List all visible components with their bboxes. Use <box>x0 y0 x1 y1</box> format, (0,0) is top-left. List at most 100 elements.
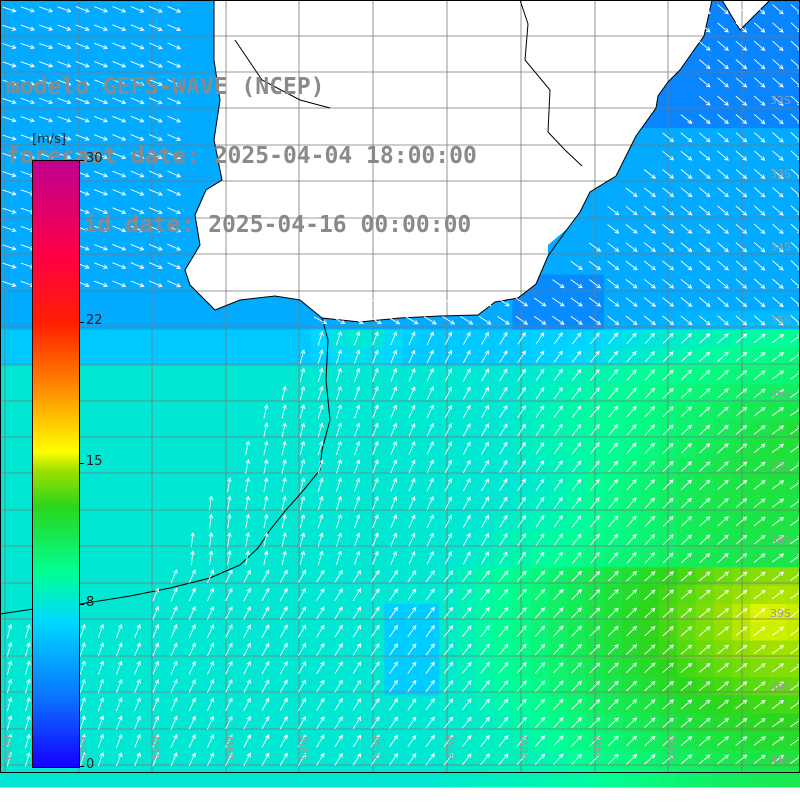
latitude-label: 40S <box>770 680 791 693</box>
wind-speed-cell <box>183 512 202 531</box>
wind-speed-cell <box>238 384 257 403</box>
wind-speed-cell <box>677 92 696 111</box>
wind-speed-cell <box>183 458 202 477</box>
wind-speed-cell <box>787 201 800 220</box>
wind-speed-cell <box>787 641 800 660</box>
wind-speed-cell <box>183 0 202 19</box>
wind-speed-cell <box>128 366 147 385</box>
latitude-label: 32S <box>770 94 791 107</box>
wind-speed-cell <box>183 439 202 458</box>
colorbar-tick-label: 0 <box>86 757 94 772</box>
wind-speed-cell <box>238 329 257 348</box>
wind-speed-cell <box>787 110 800 129</box>
wind-speed-cell <box>787 275 800 294</box>
longitude-label: 54W <box>223 735 236 760</box>
wind-speed-cell <box>146 769 165 788</box>
unit-label: [m/s] <box>32 132 66 147</box>
wind-speed-cell <box>220 769 239 788</box>
colorbar-tick-label: 15 <box>86 454 103 469</box>
wind-speed-cell <box>220 439 239 458</box>
wind-speed-cell <box>512 769 531 788</box>
latitude-label: 41S <box>770 754 791 767</box>
latitude-label: 37S <box>770 461 791 474</box>
latitude-label: 36S <box>770 387 791 400</box>
wind-speed-cell <box>787 329 800 348</box>
wind-speed-cell <box>787 695 800 714</box>
wind-speed-cell <box>128 384 147 403</box>
wind-speed-cell <box>201 329 220 348</box>
wind-speed-cell <box>293 329 312 348</box>
longitude-label: 48W <box>444 735 457 760</box>
wind-speed-cell <box>787 220 800 239</box>
wind-speed-cell <box>787 366 800 385</box>
wind-speed-cell <box>128 403 147 422</box>
wind-speed-cell <box>201 384 220 403</box>
wind-speed-cell <box>622 769 641 788</box>
wind-speed-cell <box>311 769 330 788</box>
longitude-label: 50W <box>371 735 384 760</box>
wind-speed-cell <box>183 769 202 788</box>
wind-speed-cell <box>201 439 220 458</box>
wind-speed-cell <box>275 329 294 348</box>
wind-speed-cell <box>641 769 660 788</box>
wind-speed-cell <box>146 366 165 385</box>
wind-speed-cell <box>421 769 440 788</box>
latitude-label: 33S <box>770 167 791 180</box>
colorbar-tick <box>79 160 84 161</box>
wind-speed-cell <box>256 384 275 403</box>
wind-speed-cell <box>201 458 220 477</box>
wind-speed-cell <box>165 512 184 531</box>
colorbar-tick <box>79 463 84 464</box>
wind-speed-cell <box>220 329 239 348</box>
wind-speed-cell <box>384 769 403 788</box>
wind-speed-cell <box>293 769 312 788</box>
wind-speed-cell <box>128 512 147 531</box>
wind-speed-cell <box>275 366 294 385</box>
colorbar <box>32 160 80 768</box>
wind-speed-cell <box>604 769 623 788</box>
wind-speed-cell <box>494 769 513 788</box>
wind-speed-cell <box>787 55 800 74</box>
wind-speed-cell <box>458 769 477 788</box>
wind-speed-cell <box>787 586 800 605</box>
wind-speed-cell <box>256 329 275 348</box>
wind-speed-cell <box>146 293 165 312</box>
colorbar-tick-label: 8 <box>86 595 94 610</box>
wind-speed-cell <box>146 439 165 458</box>
wind-speed-cell <box>128 549 147 568</box>
wind-speed-cell <box>256 366 275 385</box>
wind-speed-cell <box>238 366 257 385</box>
wind-speed-cell <box>787 714 800 733</box>
wind-speed-cell <box>769 769 788 788</box>
wind-speed-cell <box>403 769 422 788</box>
longitude-label: 44W <box>592 735 605 760</box>
wind-speed-cell <box>165 439 184 458</box>
wind-speed-cell <box>146 531 165 550</box>
wind-speed-cell <box>531 769 550 788</box>
latitude-label: 35S <box>770 314 791 327</box>
wind-speed-cell <box>787 293 800 312</box>
wind-speed-cell <box>165 329 184 348</box>
wind-speed-cell <box>256 769 275 788</box>
wind-speed-cell <box>476 769 495 788</box>
wind-speed-cell <box>201 403 220 422</box>
wind-speed-cell <box>329 769 348 788</box>
latitude-label: 39S <box>770 607 791 620</box>
wind-speed-cell <box>787 37 800 56</box>
wind-speed-cell <box>165 531 184 550</box>
wind-speed-cell <box>146 329 165 348</box>
wind-speed-cell <box>165 384 184 403</box>
wind-speed-cell <box>787 256 800 275</box>
wind-speed-cell <box>165 458 184 477</box>
model-title: modelo GEFS-WAVE (NCEP) <box>6 76 477 99</box>
wind-speed-cell <box>201 769 220 788</box>
wind-speed-cell <box>604 183 623 202</box>
wind-speed-cell <box>787 146 800 165</box>
wind-speed-cell <box>787 128 800 147</box>
wind-speed-cell <box>183 293 202 312</box>
wind-speed-cell <box>787 439 800 458</box>
wind-speed-cell <box>220 384 239 403</box>
longitude-label: 46W <box>518 735 531 760</box>
wind-speed-cell <box>183 384 202 403</box>
